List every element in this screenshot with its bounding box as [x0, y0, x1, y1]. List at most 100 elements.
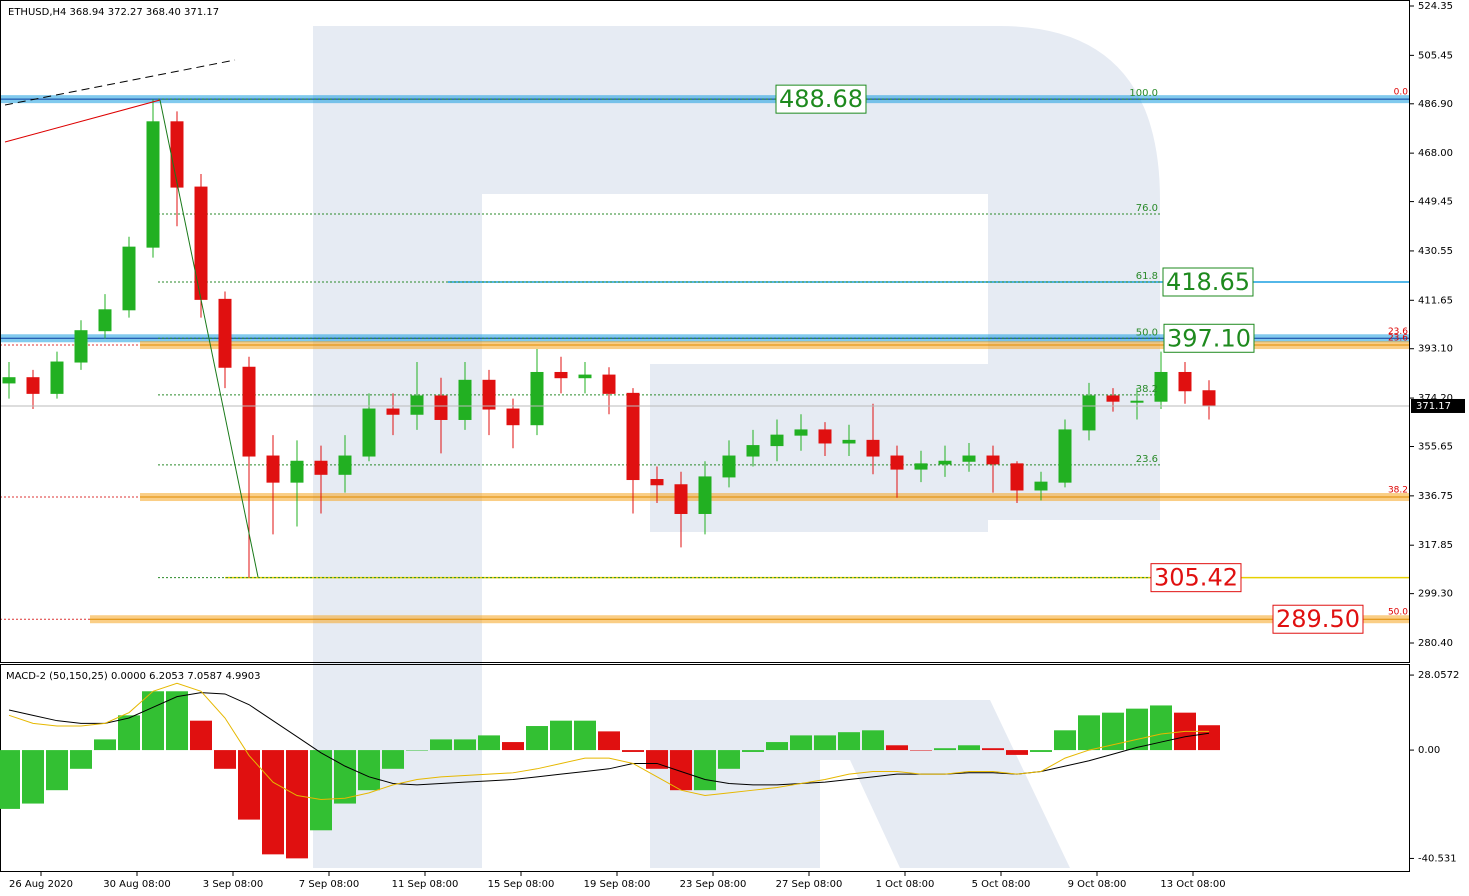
callout-box: [1162, 267, 1254, 297]
macd-bar: [526, 726, 548, 751]
candle-body: [674, 484, 688, 514]
macd-bar: [718, 750, 740, 769]
candle-body: [962, 455, 976, 462]
y-tick-label: 505.45: [1418, 50, 1453, 61]
y-tick-label: 411.65: [1418, 295, 1453, 306]
candle-body: [458, 379, 472, 420]
macd-title: MACD-2 (50,150,25) 0.0000 6.2053 7.0587 …: [6, 671, 261, 682]
x-tick-label: 7 Sep 08:00: [299, 879, 359, 890]
current-price-box: [1411, 398, 1465, 413]
candle-body: [698, 476, 712, 514]
candle-body: [242, 366, 256, 457]
candle-body: [1178, 371, 1192, 392]
macd-bar: [550, 720, 572, 751]
macd-bar: [502, 742, 524, 751]
candle-body: [170, 121, 184, 188]
candle-body: [1010, 463, 1024, 491]
trend-line: [159, 99, 259, 578]
fib-label: 50.0: [1136, 327, 1158, 338]
fib-right-label: 23.6: [1388, 327, 1408, 337]
macd-bar: [934, 748, 956, 751]
candle-body: [818, 429, 832, 444]
y-tick-label: 28.0572: [1418, 670, 1459, 681]
callout-box: [1150, 563, 1242, 593]
main-pane: [0, 95, 1410, 624]
y-tick-label: 355.65: [1418, 442, 1453, 453]
candle-body: [1106, 395, 1120, 402]
candle-body: [434, 395, 448, 420]
macd-bar: [982, 748, 1004, 751]
candle-body: [1082, 395, 1096, 431]
fib-label: 23.6: [1136, 454, 1158, 465]
macd-bar: [310, 750, 332, 831]
y-tick-label: 374.20: [1418, 393, 1453, 404]
candle-body: [506, 408, 520, 426]
candle-body: [986, 455, 1000, 465]
macd-bar: [910, 750, 932, 751]
macd-bar: [238, 750, 260, 820]
trend-line: [4, 99, 161, 143]
macd-bar: [22, 750, 44, 804]
callout-label: 488.68: [779, 85, 863, 113]
y-tick-label: 299.30: [1418, 589, 1453, 600]
candle-body: [866, 439, 880, 457]
macd-bar: [646, 750, 668, 769]
macd-bar: [1054, 730, 1076, 751]
candle-body: [1058, 429, 1072, 483]
candle-body: [722, 455, 736, 478]
candle-body: [50, 361, 64, 394]
macd-bar: [46, 750, 68, 791]
candle-body: [194, 186, 208, 300]
fib-label: 100.0: [1129, 88, 1158, 99]
fib-right-label: 23.6: [1388, 334, 1408, 344]
macd-bar: [1006, 750, 1028, 755]
x-tick-label: 3 Sep 08:00: [203, 879, 263, 890]
candle-body: [530, 371, 544, 426]
candle-body: [74, 330, 88, 363]
macd-bar: [430, 739, 452, 751]
macd-bar: [214, 750, 236, 769]
candle-body: [314, 460, 328, 475]
macd-line: [8, 682, 1209, 801]
fib-label: 38.2: [1136, 384, 1158, 395]
callout-box: [775, 84, 867, 114]
y-tick-label: 280.40: [1418, 638, 1453, 649]
candle-body: [602, 374, 616, 394]
fib-right-label: 50.0: [1388, 608, 1408, 618]
macd-bar: [742, 750, 764, 752]
macd-bar: [766, 742, 788, 751]
macd-bar: [478, 735, 500, 751]
y-tick-label: 430.55: [1418, 246, 1453, 257]
watermark-leg: [650, 700, 1070, 868]
x-tick-label: 23 Sep 08:00: [680, 879, 747, 890]
x-tick-label: 30 Aug 08:00: [103, 879, 170, 890]
candle-body: [26, 377, 40, 394]
macd-bar: [358, 750, 380, 791]
macd-bar: [886, 745, 908, 751]
macd-bar: [790, 735, 812, 751]
candle-body: [914, 463, 928, 470]
macd-bar: [262, 750, 284, 855]
y-tick-label: 468.00: [1418, 148, 1453, 159]
x-tick-label: 13 Oct 08:00: [1160, 879, 1225, 890]
callout-box: [1272, 604, 1364, 634]
candle-body: [1130, 400, 1144, 403]
macd-bar: [1102, 712, 1124, 751]
macd-bar: [70, 750, 92, 769]
x-tick-label: 19 Sep 08:00: [584, 879, 651, 890]
macd-bar: [838, 732, 860, 751]
callout-label: 418.65: [1166, 268, 1250, 296]
x-tick-label: 27 Sep 08:00: [776, 879, 843, 890]
macd-bar: [190, 720, 212, 751]
y-tick-label: 524.35: [1418, 1, 1453, 12]
candle-body: [410, 395, 424, 415]
y-tick-label: 317.85: [1418, 540, 1453, 551]
macd-bar: [1150, 705, 1172, 751]
y-tick-label: 0.00: [1418, 745, 1440, 756]
current-price-label: 371.17: [1416, 401, 1451, 412]
chart-title: ETHUSD,H4 368.94 372.27 368.40 371.17: [8, 7, 219, 18]
candle-body: [794, 429, 808, 436]
candle-body: [290, 460, 304, 483]
x-tick-label: 26 Aug 2020: [9, 879, 73, 890]
